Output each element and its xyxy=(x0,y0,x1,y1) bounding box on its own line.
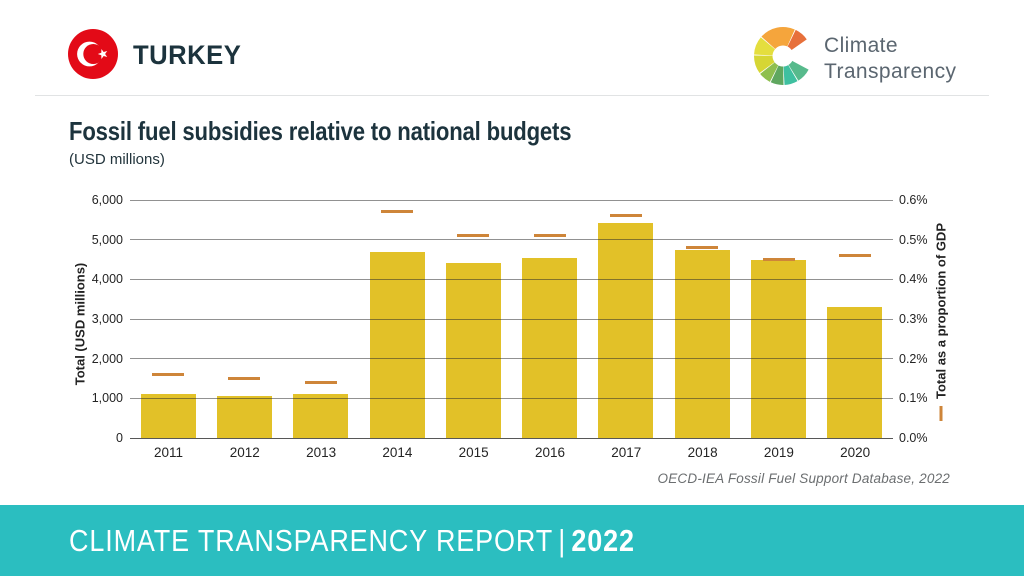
gdp-dash-2020 xyxy=(838,254,871,258)
gridline-4,000 xyxy=(130,278,893,280)
gridline-0 xyxy=(130,437,893,439)
right-tick-0.2%: 0.2% xyxy=(899,351,928,366)
bar-2011 xyxy=(140,394,196,438)
bar-2012 xyxy=(216,395,272,438)
bar-2015 xyxy=(445,262,501,438)
chart-title: Fossil fuel subsidies relative to nation… xyxy=(69,116,572,146)
gridline-5,000 xyxy=(130,239,893,241)
left-tick-3,000: 3,000 xyxy=(91,312,123,326)
x-label-2018: 2018 xyxy=(687,445,718,460)
footer-text: CLIMATE TRANSPARENCY REPORT | 2022 xyxy=(69,523,635,559)
gdp-dash-2019 xyxy=(762,258,795,261)
right-tick-0.3%: 0.3% xyxy=(899,312,928,326)
gdp-dash-2018 xyxy=(686,246,719,250)
gdp-dash-2016 xyxy=(533,234,566,238)
gdp-dash-2013 xyxy=(304,380,337,384)
gridline-6,000 xyxy=(130,199,893,201)
gdp-legend-dash-icon xyxy=(939,405,943,421)
bar-2014 xyxy=(369,252,425,438)
source-note: OECD-IEA Fossil Fuel Support Database, 2… xyxy=(657,471,950,486)
right-axis-title: Total as a proportion of GDP xyxy=(934,223,949,421)
left-tick-5,000: 5,000 xyxy=(91,232,123,247)
footer-banner: CLIMATE TRANSPARENCY REPORT | 2022 xyxy=(0,505,1024,576)
footer-report-title: CLIMATE TRANSPARENCY REPORT xyxy=(69,522,554,558)
plot-area xyxy=(130,199,893,439)
bar-2016 xyxy=(522,257,578,438)
bar-2020 xyxy=(827,306,883,438)
left-tick-2,000: 2,000 xyxy=(91,351,123,366)
climate-transparency-wordmark: Climate Transparency xyxy=(824,33,956,85)
x-label-2016: 2016 xyxy=(534,445,566,460)
gridline-2,000 xyxy=(130,358,893,360)
bar-2018 xyxy=(674,249,730,438)
header-divider xyxy=(35,95,989,96)
right-tick-0.0%: 0.0% xyxy=(899,431,928,445)
right-tick-0.1%: 0.1% xyxy=(899,391,928,406)
gdp-dash-2011 xyxy=(152,373,185,377)
bar-2017 xyxy=(598,222,654,438)
left-tick-6,000: 6,000 xyxy=(91,193,123,207)
logo-line1: Climate xyxy=(824,34,898,57)
right-tick-0.4%: 0.4% xyxy=(899,272,928,287)
x-label-2019: 2019 xyxy=(763,445,794,460)
left-tick-4,000: 4,000 xyxy=(91,272,123,287)
country-title: TURKEY xyxy=(133,40,242,70)
gdp-dash-2012 xyxy=(228,377,261,380)
climate-transparency-logo-icon xyxy=(754,27,809,85)
gdp-dash-2017 xyxy=(609,214,642,218)
bar-2013 xyxy=(293,394,349,438)
gridline-3,000 xyxy=(130,318,893,320)
x-label-2020: 2020 xyxy=(840,445,871,460)
x-label-2015: 2015 xyxy=(458,445,489,460)
x-label-2017: 2017 xyxy=(611,445,642,460)
footer-year: 2022 xyxy=(571,522,635,558)
right-tick-0.5%: 0.5% xyxy=(899,232,928,247)
x-label-2013: 2013 xyxy=(306,445,337,460)
gdp-dash-2014 xyxy=(381,210,414,214)
gridline-1,000 xyxy=(130,397,893,399)
x-label-2014: 2014 xyxy=(382,445,413,460)
right-tick-0.6%: 0.6% xyxy=(899,193,928,207)
turkey-flag-icon xyxy=(68,29,118,79)
right-axis-title-text: Total as a proportion of GDP xyxy=(933,223,949,399)
gdp-dash-2015 xyxy=(457,234,490,238)
footer-separator: | xyxy=(558,522,567,558)
logo-line2: Transparency xyxy=(824,60,957,83)
chart-subtitle: (USD millions) xyxy=(69,151,165,168)
bar-2019 xyxy=(751,260,807,438)
left-tick-1,000: 1,000 xyxy=(91,391,123,406)
left-tick-0: 0 xyxy=(116,431,123,445)
x-label-2012: 2012 xyxy=(229,445,260,460)
x-label-2011: 2011 xyxy=(153,445,184,460)
